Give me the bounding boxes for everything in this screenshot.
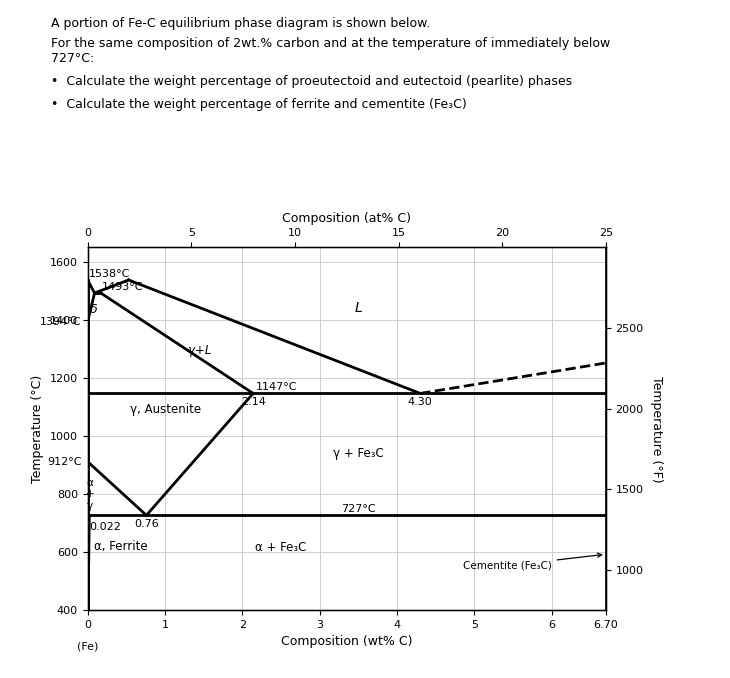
Text: 1493°C: 1493°C: [102, 282, 144, 292]
Text: 0.022: 0.022: [90, 522, 121, 532]
Text: α + Fe₃C: α + Fe₃C: [255, 541, 307, 555]
Text: 1538°C: 1538°C: [89, 269, 131, 279]
Text: 2.14: 2.14: [241, 397, 266, 407]
Text: γ, Austenite: γ, Austenite: [130, 403, 201, 416]
Text: L: L: [355, 302, 362, 315]
Text: α
+
γ: α + γ: [86, 477, 95, 511]
X-axis label: Composition (at% C): Composition (at% C): [283, 212, 411, 225]
Text: 1147°C: 1147°C: [256, 382, 298, 392]
Text: 4.30: 4.30: [408, 397, 433, 407]
Text: γ+​L: γ+​L: [188, 344, 212, 357]
Text: A portion of Fe-C equilibrium phase diagram is shown below.: A portion of Fe-C equilibrium phase diag…: [51, 17, 431, 30]
Text: 912°C: 912°C: [47, 456, 82, 466]
Text: Cementite (Fe₃C): Cementite (Fe₃C): [463, 553, 602, 571]
Text: δ: δ: [90, 303, 97, 317]
Text: 727°C: 727°C: [341, 504, 376, 513]
Text: •  Calculate the weight percentage of proeutectoid and eutectoid (pearlite) phas: • Calculate the weight percentage of pro…: [51, 75, 572, 87]
Text: •  Calculate the weight percentage of ferrite and cementite (Fe₃C): • Calculate the weight percentage of fer…: [51, 98, 467, 111]
Text: (Fe): (Fe): [77, 641, 99, 651]
Y-axis label: Temperature (°F): Temperature (°F): [650, 376, 663, 482]
Text: γ + Fe₃C: γ + Fe₃C: [333, 447, 384, 460]
X-axis label: Composition (wt% C): Composition (wt% C): [281, 635, 412, 648]
Y-axis label: Temperature (°C): Temperature (°C): [31, 375, 45, 483]
Text: For the same composition of 2wt.% carbon and at the temperature of immediately b: For the same composition of 2wt.% carbon…: [51, 37, 610, 65]
Text: 0.76: 0.76: [134, 519, 158, 529]
Text: α, Ferrite: α, Ferrite: [93, 540, 147, 553]
Text: 1394°C: 1394°C: [40, 317, 82, 327]
